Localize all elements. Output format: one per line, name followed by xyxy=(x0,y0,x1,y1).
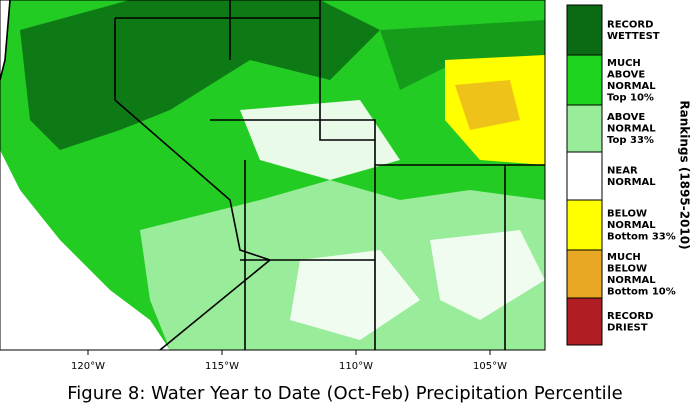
ocean xyxy=(0,0,170,350)
legend-label: Bottom 10% xyxy=(607,286,676,297)
legend-swatch xyxy=(566,4,603,56)
longitude-label: 105°W xyxy=(473,361,507,372)
legend-label: Top 33% xyxy=(607,135,654,146)
legend-label: ABOVE xyxy=(607,69,645,80)
legend-label: NORMAL xyxy=(607,124,656,135)
legend-swatch xyxy=(566,199,603,251)
legend-label: MUCH xyxy=(607,252,641,263)
legend-label: ABOVE xyxy=(607,112,645,123)
longitude-label: 120°W xyxy=(71,361,105,372)
legend-label: BELOW xyxy=(607,209,647,220)
legend-label: WETTEST xyxy=(607,31,660,42)
map xyxy=(0,0,546,351)
legend-label: NORMAL xyxy=(607,220,656,231)
legend-label: DRIEST xyxy=(607,322,648,333)
caption: Figure 8: Water Year to Date (Oct-Feb) P… xyxy=(67,383,623,404)
wet-region xyxy=(380,20,545,90)
legend-swatch xyxy=(566,297,603,346)
longitude-label: 115°W xyxy=(205,361,239,372)
near-normal xyxy=(290,230,545,340)
longitude-label: 110°W xyxy=(339,361,373,372)
legend-swatch xyxy=(566,104,603,153)
wet-region xyxy=(20,0,380,150)
dry-region xyxy=(455,80,520,130)
legend-label: NORMAL xyxy=(607,81,656,92)
legend-label: NORMAL xyxy=(607,177,656,188)
legend-label: NEAR xyxy=(607,165,638,176)
legend-swatch xyxy=(566,249,603,299)
legend-label: NORMAL xyxy=(607,275,656,286)
legend-swatch xyxy=(566,151,603,201)
legend-swatch xyxy=(566,54,603,106)
legend-label: BELOW xyxy=(607,263,647,274)
legend-label: Top 10% xyxy=(607,92,654,103)
legend-label: MUCH xyxy=(607,58,641,69)
legend-label: Bottom 33% xyxy=(607,232,676,243)
legend-label: RECORD xyxy=(607,311,653,322)
legend-label: RECORD xyxy=(607,19,653,30)
map-frame xyxy=(0,0,546,351)
legend-title: Rankings (1895-2010) xyxy=(678,100,692,249)
